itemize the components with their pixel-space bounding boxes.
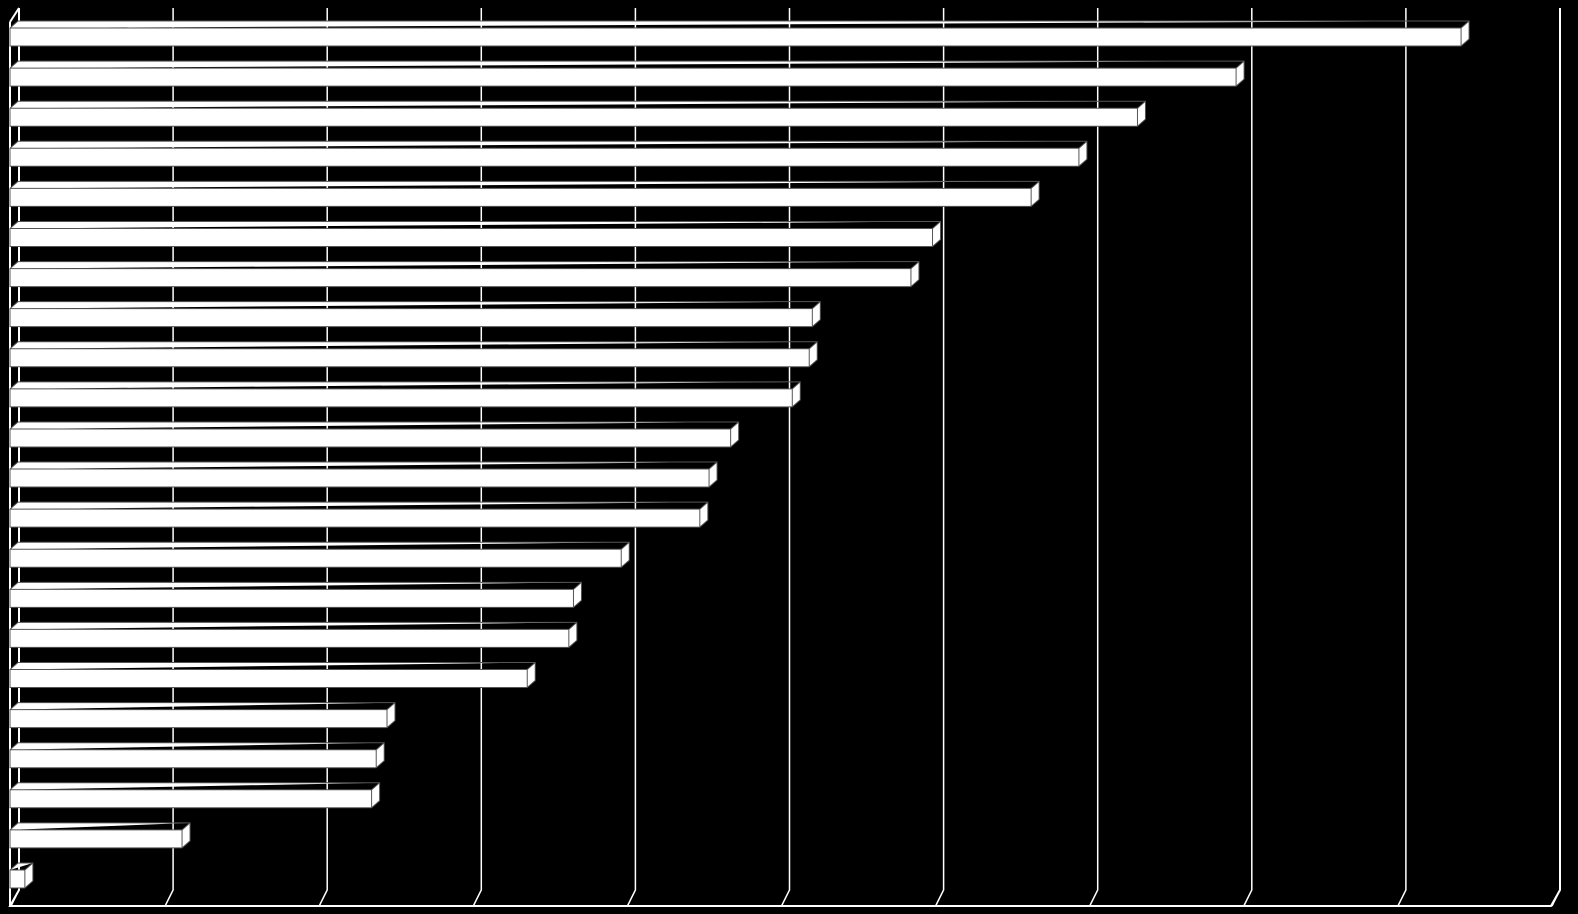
bar [9,581,582,608]
grid-line [1551,8,1561,907]
bar [9,180,1040,207]
bar [9,822,191,849]
grid-line [1397,8,1407,907]
bar [9,662,536,689]
bar [9,702,396,729]
bar [9,782,381,809]
bar [9,501,709,528]
side-wall-edge [9,7,20,23]
grid-line [1243,8,1253,907]
bar [9,541,630,568]
bar [9,261,920,288]
bar [9,341,818,368]
bar [9,301,821,328]
bar [9,742,385,769]
grid-line [934,8,945,907]
bar [9,220,942,247]
bar [9,421,740,448]
bar [9,140,1088,167]
bar [9,100,1146,127]
bar [9,60,1245,87]
grid-line [1089,8,1099,907]
bar [9,621,578,648]
bar [9,461,718,488]
bar [9,381,801,408]
bar [9,20,1470,47]
bar [9,862,34,889]
